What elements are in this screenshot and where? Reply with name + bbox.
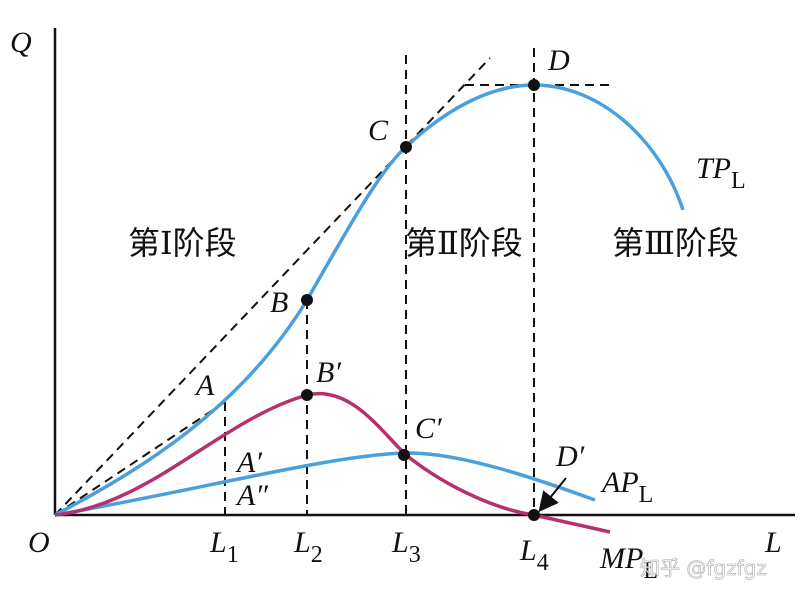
tp-label: TPL xyxy=(696,152,746,194)
mp-label: MPL xyxy=(599,542,658,584)
watermark: 知乎 @fgzfgz xyxy=(640,556,767,580)
label-d: D xyxy=(547,44,570,77)
label-a2: A″ xyxy=(235,479,268,512)
mp-text: MP xyxy=(599,542,643,575)
point-c xyxy=(400,141,412,153)
l4-label: L4 xyxy=(519,534,549,576)
point-d1 xyxy=(528,509,540,521)
label-c: C xyxy=(368,114,389,147)
l4-sub: 4 xyxy=(537,550,549,576)
ap-sub: L xyxy=(639,482,654,508)
arrow-d1 xyxy=(538,477,567,513)
label-c1: C′ xyxy=(415,412,442,445)
l2-sub: 2 xyxy=(311,542,323,568)
mp-curve xyxy=(54,391,611,534)
l2-label: L2 xyxy=(293,526,323,568)
tangent-line xyxy=(54,57,491,516)
label-a: A xyxy=(194,369,215,402)
l2-text: L xyxy=(293,526,311,559)
x-axis-label: L xyxy=(764,526,782,559)
mp-sub: L xyxy=(643,558,658,584)
l4-text: L xyxy=(519,534,537,567)
label-b1: B′ xyxy=(316,356,341,389)
stage-2: 第Ⅱ阶段 xyxy=(405,224,523,262)
l1-sub: 1 xyxy=(227,542,239,568)
l1-label: L1 xyxy=(209,526,239,568)
ap-text: AP xyxy=(600,466,639,499)
label-a1: A′ xyxy=(235,446,262,479)
label-d1: D′ xyxy=(555,440,585,473)
stage-1: 第Ⅰ阶段 xyxy=(128,224,237,262)
l3-sub: 3 xyxy=(409,542,421,568)
point-b xyxy=(301,294,313,306)
label-b: B xyxy=(270,286,288,319)
ap-label: APL xyxy=(600,466,653,508)
l3-text: L xyxy=(391,526,409,559)
l3-label: L3 xyxy=(391,526,421,568)
l1-text: L xyxy=(209,526,227,559)
tp-text: TP xyxy=(696,152,731,185)
point-c1 xyxy=(398,449,410,461)
tp-sub: L xyxy=(731,168,746,194)
ap-curve xyxy=(54,451,596,517)
origin-label: O xyxy=(28,526,50,559)
point-d xyxy=(528,79,540,91)
stage-3: 第Ⅲ阶段 xyxy=(612,224,739,262)
y-axis-label: Q xyxy=(10,26,32,59)
point-b1 xyxy=(301,389,313,401)
ray-a xyxy=(54,401,226,516)
tp-curve xyxy=(54,83,685,517)
